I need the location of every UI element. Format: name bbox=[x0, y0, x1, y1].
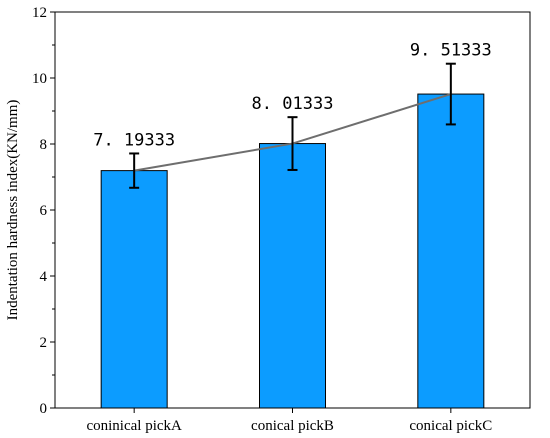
x-tick-label: conical pickB bbox=[251, 418, 334, 434]
y-tick-label: 6 bbox=[40, 203, 48, 219]
x-tick-label: coninical pickA bbox=[86, 418, 182, 434]
bar bbox=[259, 143, 326, 409]
data-label: 8. 01333 bbox=[252, 94, 334, 114]
x-tick-label: conical pickC bbox=[409, 418, 492, 434]
y-tick-label: 12 bbox=[32, 5, 47, 21]
error-bars bbox=[129, 62, 456, 189]
data-label: 9. 51333 bbox=[410, 41, 492, 61]
y-tick-label: 0 bbox=[40, 401, 48, 417]
y-axis: 0 2 4 6 8 10 12 bbox=[32, 5, 55, 417]
y-axis-title: Indentation hardness index(KN/mm) bbox=[5, 100, 21, 321]
y-tick-label: 10 bbox=[32, 71, 47, 87]
x-axis: coninical pickA conical pickB conical pick… bbox=[86, 408, 492, 434]
data-label: 7. 19333 bbox=[93, 130, 175, 150]
bar-series bbox=[100, 93, 485, 409]
y-tick-label: 4 bbox=[40, 269, 48, 285]
bar bbox=[100, 170, 168, 409]
y-tick-label: 2 bbox=[40, 335, 48, 351]
data-labels: 7. 19333 8. 01333 9. 51333 bbox=[93, 41, 492, 151]
bar bbox=[417, 93, 485, 409]
y-tick-label: 8 bbox=[40, 137, 48, 153]
